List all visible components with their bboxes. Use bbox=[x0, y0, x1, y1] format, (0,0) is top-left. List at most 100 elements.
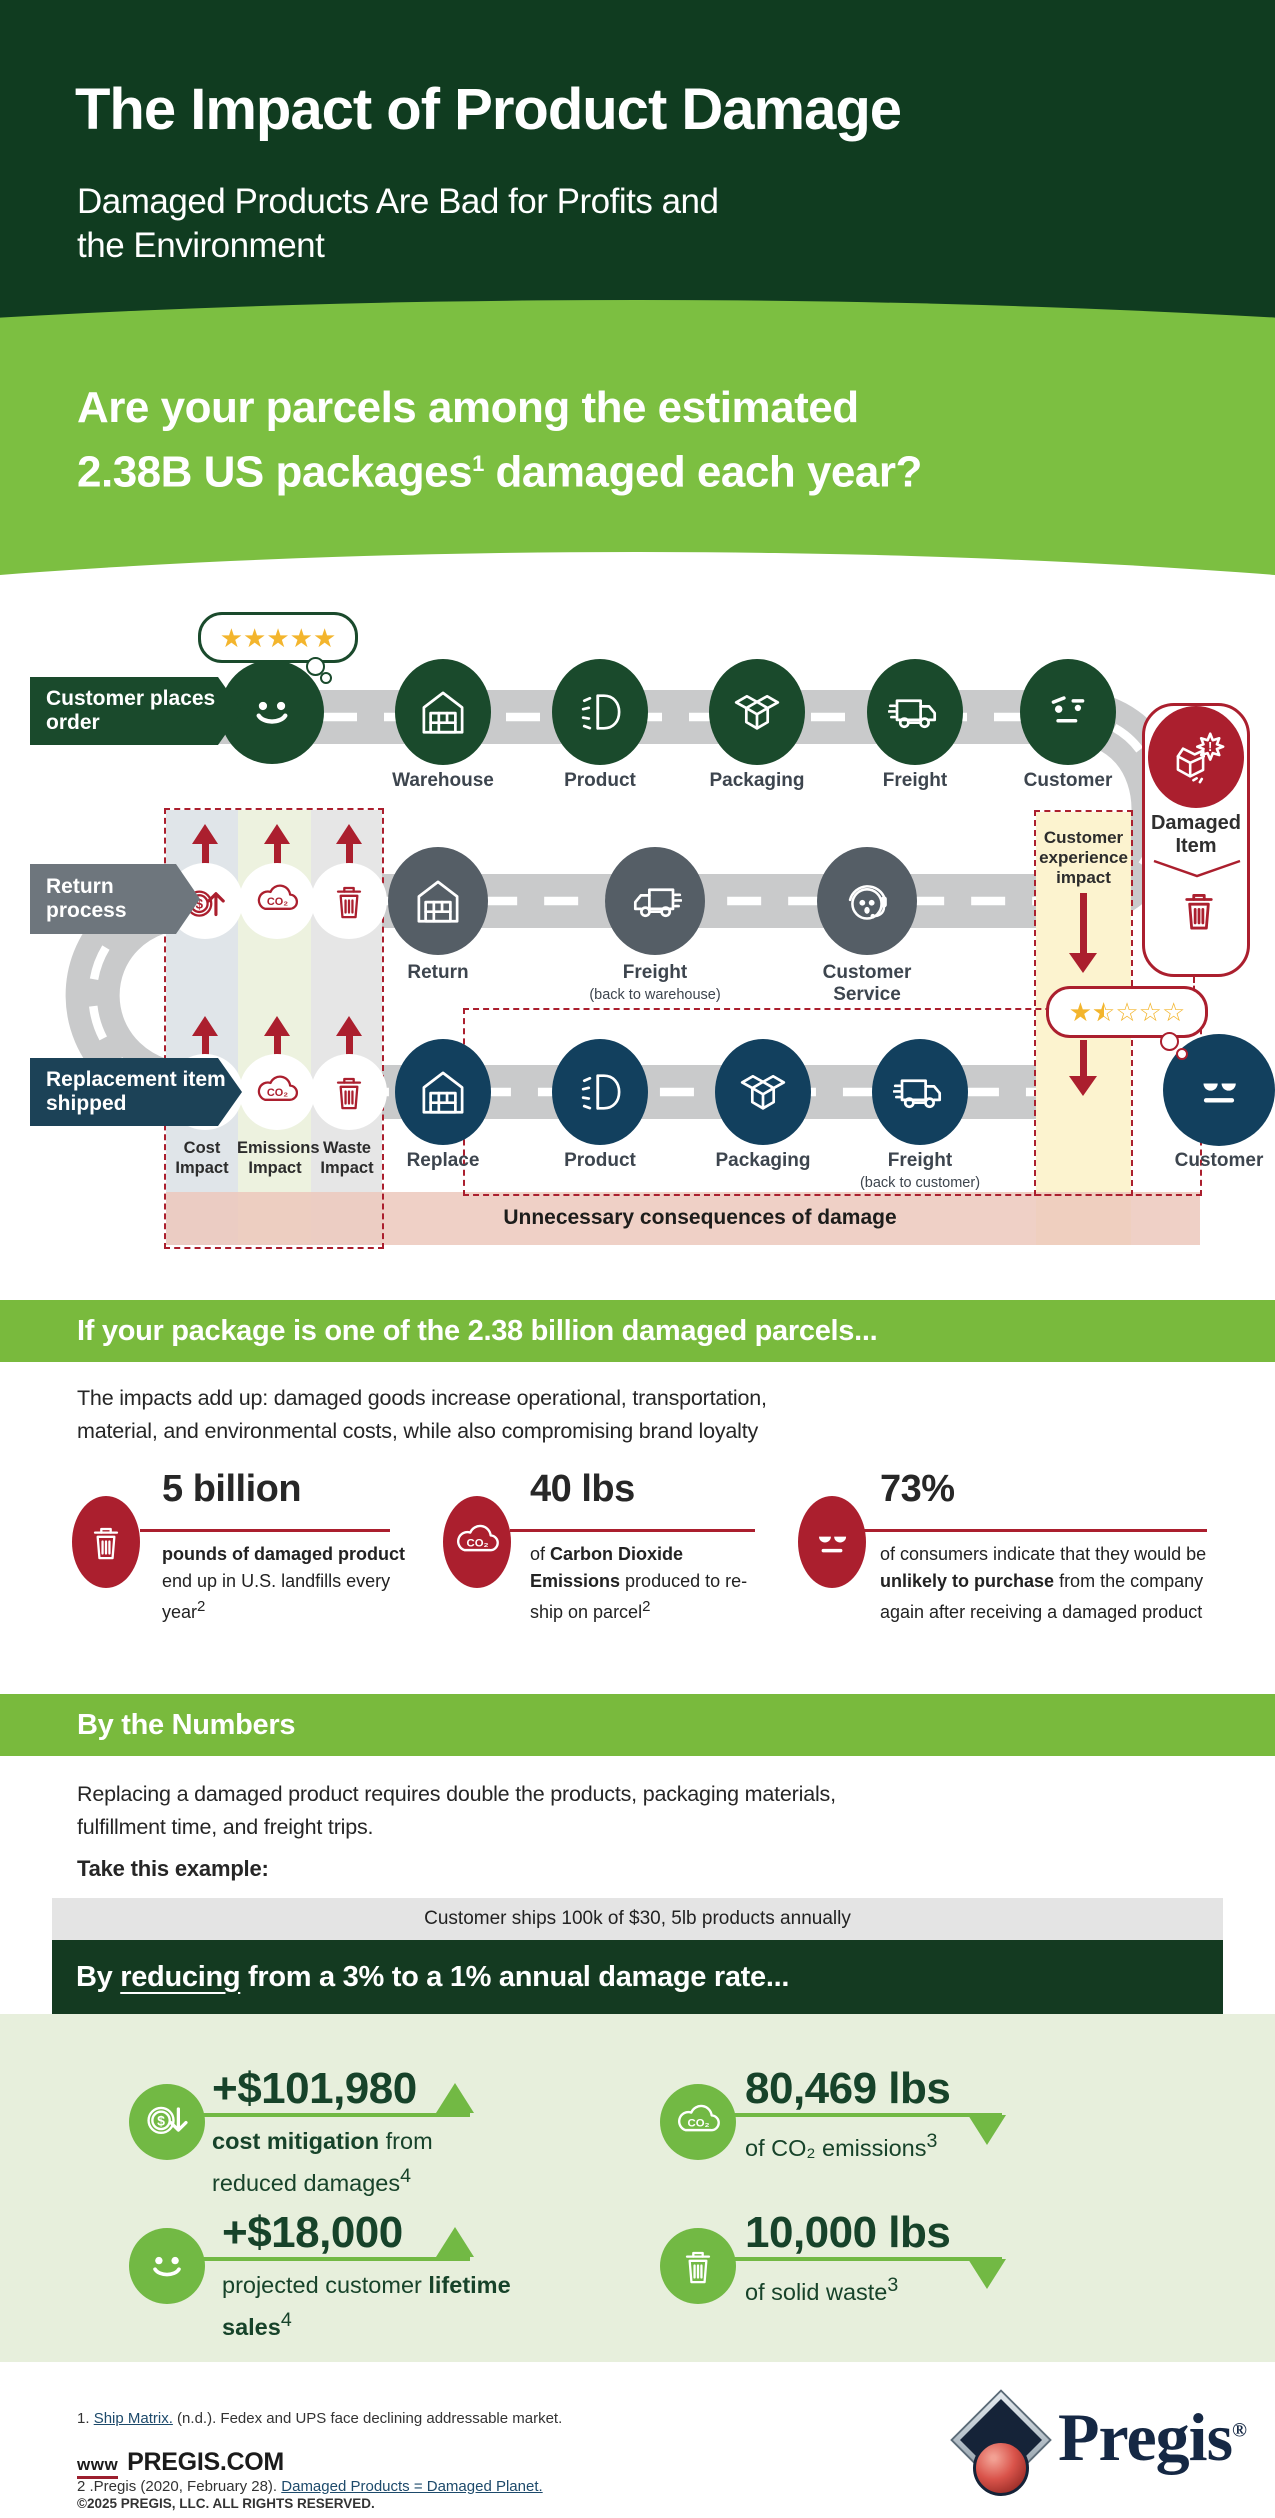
hero-green-curve bbox=[0, 300, 1275, 596]
co2-impact-icon: CO₂ bbox=[239, 1054, 315, 1130]
star-icon: ★ bbox=[1068, 997, 1093, 1027]
cost-up-arrow bbox=[192, 1016, 218, 1070]
bubble-tail bbox=[1176, 1048, 1188, 1060]
stop-label-replace: Replace bbox=[406, 1150, 480, 1171]
impacts-section-bar: If your package is one of the 2.38 billi… bbox=[0, 1300, 1275, 1362]
damaged-item-icon: ! bbox=[1148, 706, 1244, 808]
waste-up-arrow bbox=[336, 1016, 362, 1070]
waste-up-arrow bbox=[336, 824, 362, 878]
svg-text:!: ! bbox=[1208, 739, 1212, 754]
co2-impact-icon: CO₂ bbox=[239, 863, 315, 939]
cost-savings-icon: $ bbox=[129, 2084, 205, 2160]
stop-label-customer: Customer bbox=[1023, 770, 1113, 791]
low-star-review-bubble: ★★☆☆☆☆ bbox=[1046, 986, 1208, 1038]
stat-value-5-billion: 5 billion bbox=[162, 1468, 302, 1510]
five-star-review-bubble: ★★★★★ bbox=[198, 612, 358, 663]
stat-value-40-lbs: 40 lbs bbox=[530, 1468, 635, 1510]
stat-desc: of solid waste3 bbox=[745, 2274, 899, 2305]
trash-icon bbox=[660, 2228, 736, 2304]
consequences-label: Unnecessary consequences of damage bbox=[503, 1206, 897, 1229]
triangle-down-icon bbox=[968, 2115, 1006, 2145]
pregis-logo-wordmark: Pregis® bbox=[1058, 2399, 1247, 2475]
impacts-intro: The impacts add up: damaged goods increa… bbox=[77, 1386, 767, 1443]
pregis-domain[interactable]: PREGIS.COM bbox=[127, 2448, 284, 2476]
customer-service-icon bbox=[817, 847, 917, 955]
triangle-up-icon bbox=[436, 2227, 474, 2257]
stat-desc: of consumers indicate that they would be… bbox=[880, 1544, 1207, 1622]
stat-value-solid-waste: 10,000 lbs bbox=[745, 2208, 951, 2257]
stat-underline bbox=[510, 1529, 755, 1532]
stat-underline bbox=[730, 2257, 1002, 2261]
skeptical-customer-icon bbox=[1020, 659, 1116, 765]
stat-value-lifetime-sales: +$18,000 bbox=[222, 2208, 403, 2257]
packaging-icon bbox=[715, 1039, 811, 1145]
consequences-band bbox=[166, 1192, 1200, 1245]
star-outline-icon: ☆☆☆ bbox=[1115, 997, 1186, 1027]
star-icon: ★★★★★ bbox=[219, 622, 337, 653]
emissions-up-arrow bbox=[264, 1016, 290, 1070]
chevron-down-icon bbox=[1153, 859, 1241, 878]
tag-return-process: Return process bbox=[30, 864, 200, 934]
damaged-planet-link[interactable]: Damaged Products = Damaged Planet. bbox=[281, 2477, 543, 2495]
stop-label-return: Return bbox=[407, 962, 469, 983]
svg-text:$: $ bbox=[196, 896, 204, 911]
impacts-section-title: If your package is one of the 2.38 billi… bbox=[77, 1314, 878, 1347]
waste-impact-icon bbox=[311, 1054, 387, 1130]
product-icon bbox=[552, 1039, 648, 1145]
replace-icon bbox=[395, 1039, 491, 1145]
emissions-up-arrow bbox=[264, 824, 290, 878]
stat-desc: cost mitigation from reduced damages4 bbox=[212, 2128, 433, 2196]
footnote-1: 1. Ship Matrix. (n.d.). Fedex and UPS fa… bbox=[77, 2410, 563, 2427]
stop-label-product: Product bbox=[564, 1150, 636, 1171]
reduction-banner-text: By reducing from a 3% to a 1% annual dam… bbox=[76, 1960, 790, 1993]
freight-icon bbox=[867, 659, 963, 765]
trash-icon bbox=[1171, 882, 1227, 943]
stat-desc: projected customer lifetime sales4 bbox=[222, 2272, 511, 2340]
stop-label-customer-service: Customer Service bbox=[822, 962, 912, 1005]
stat-underline bbox=[140, 1529, 390, 1532]
stop-label-customer: Customer bbox=[1174, 1150, 1264, 1171]
packaging-icon bbox=[709, 659, 805, 765]
pregis-logo-ball bbox=[973, 2440, 1029, 2496]
impact-columns-border bbox=[164, 808, 384, 1249]
damaged-item-card: ! Damaged Item bbox=[1142, 703, 1250, 977]
stat-desc: of CO₂ emissions3 bbox=[745, 2130, 938, 2161]
www-prefix[interactable]: www bbox=[77, 2455, 119, 2479]
stop-label-warehouse: Warehouse bbox=[392, 770, 494, 791]
damaged-item-label: Damaged Item bbox=[1150, 812, 1242, 857]
ship-matrix-link[interactable]: Ship Matrix. bbox=[93, 2410, 173, 2427]
co2-cloud-icon: CO₂ bbox=[443, 1496, 511, 1588]
stat-underline bbox=[200, 2113, 470, 2117]
co2-cloud-icon: CO₂ bbox=[660, 2084, 736, 2160]
hero-question: Are your parcels among the estimated 2.3… bbox=[77, 383, 922, 497]
hero-section: The Impact of Product Damage Damaged Pro… bbox=[0, 0, 1275, 596]
triangle-up-icon bbox=[436, 2083, 474, 2113]
experience-down-arrow-2 bbox=[1069, 1040, 1097, 1096]
stat-underline bbox=[200, 2257, 470, 2261]
tag-customer-places-order: Customer places order bbox=[30, 677, 242, 745]
stop-label-freight: Freight bbox=[882, 770, 948, 791]
bubble-tail bbox=[320, 672, 332, 684]
cost-up-arrow bbox=[192, 824, 218, 878]
waste-impact-icon bbox=[311, 863, 387, 939]
warehouse-icon bbox=[395, 659, 491, 765]
stop-label-product: Product bbox=[564, 770, 636, 791]
example-label: Take this example: bbox=[77, 1856, 269, 1881]
numbers-section-title: By the Numbers bbox=[77, 1708, 296, 1741]
example-bar: Customer ships 100k of $30, 5lb products… bbox=[52, 1898, 1223, 1940]
stat-underline bbox=[730, 2113, 1002, 2117]
numbers-intro: Replacing a damaged product requires dou… bbox=[77, 1782, 836, 1839]
website-link[interactable]: www PREGIS.COM bbox=[77, 2448, 284, 2479]
landfill-trash-icon bbox=[72, 1496, 140, 1588]
svg-text:CO₂: CO₂ bbox=[267, 896, 288, 908]
page-title: The Impact of Product Damage bbox=[75, 77, 902, 142]
numbers-section-bar: By the Numbers bbox=[0, 1694, 1275, 1756]
page-subtitle: Damaged Products Are Bad for Profits and… bbox=[77, 182, 719, 265]
svg-text:CO₂: CO₂ bbox=[466, 1537, 488, 1549]
svg-text:CO₂: CO₂ bbox=[267, 1087, 288, 1099]
stat-underline bbox=[862, 1529, 1207, 1532]
happy-customer-icon bbox=[129, 2228, 205, 2304]
tag-replacement-item-shipped: Replacement item shipped bbox=[30, 1058, 242, 1126]
bubble-tail bbox=[306, 657, 325, 676]
